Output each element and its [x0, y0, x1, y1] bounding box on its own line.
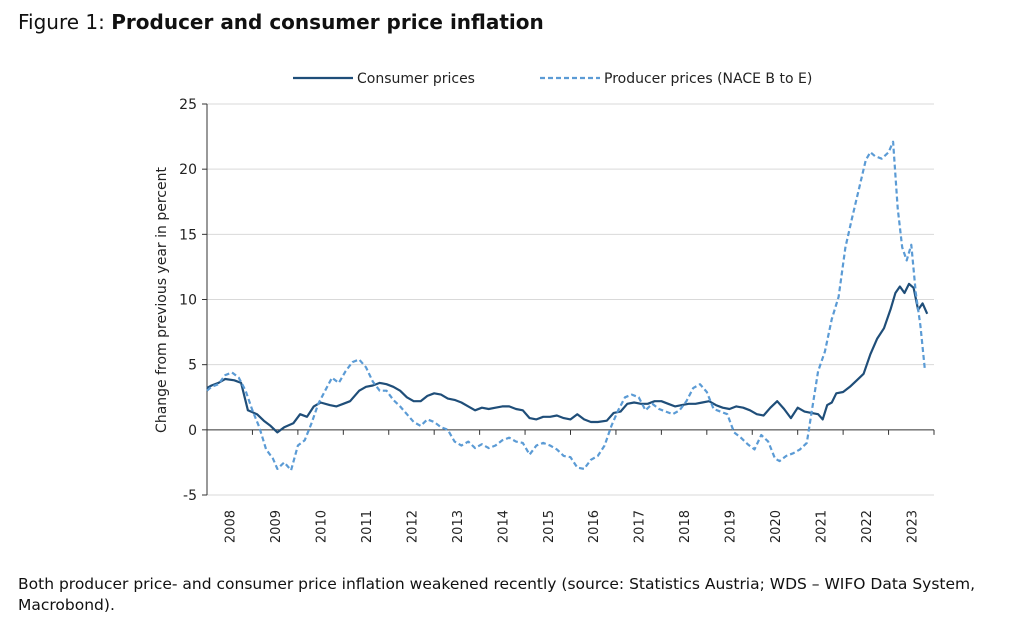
y-axis-ticks: -5 0 5 10 15 20 25 [179, 97, 207, 504]
series-lines [206, 140, 929, 472]
y-tick-label: 15 [179, 227, 197, 243]
legend-label-2: Producer prices (NACE B to E) [604, 71, 812, 87]
series-line-2 [206, 140, 926, 472]
x-axis-ticks: 2008 2009 2010 2011 2012 2013 2014 2015 2016 2017… [206, 429, 935, 543]
series-line-1 [206, 282, 929, 434]
x-tick-label: 2013 [451, 510, 466, 543]
x-tick-label: 2011 [360, 510, 375, 543]
x-tick-label: 2019 [724, 510, 739, 543]
y-tick-label: 20 [179, 162, 197, 178]
x-tick-label: 2018 [678, 510, 693, 543]
x-tick-label: 2022 [860, 510, 875, 543]
y-tick-label: -5 [183, 488, 197, 504]
figure-label: Figure 1: [18, 10, 105, 34]
x-tick-label: 2014 [496, 510, 511, 543]
x-tick-label: 2023 [905, 510, 920, 543]
gridlines [207, 103, 934, 496]
y-tick-label: 25 [179, 97, 197, 113]
x-tick-label: 2021 [814, 510, 829, 543]
figure-caption: Both producer price- and consumer price … [18, 575, 976, 614]
legend-label-1: Consumer prices [357, 71, 475, 87]
line-chart: -5 0 5 10 15 20 25 2008 2009 2010 2011 2012 2013 201… [154, 71, 935, 543]
x-tick-label: 2009 [269, 510, 284, 543]
x-tick-label: 2020 [769, 510, 784, 543]
x-tick-label: 2012 [405, 510, 420, 543]
y-axis-label: Change from previous year in percent [154, 167, 170, 433]
figure-title-text: Producer and consumer price inflation [111, 10, 544, 34]
x-tick-label: 2017 [633, 510, 648, 543]
x-tick-label: 2016 [587, 510, 602, 543]
y-tick-label: 5 [188, 358, 197, 374]
figure-title: Figure 1: Producer and consumer price in… [18, 10, 544, 34]
x-tick-label: 2008 [224, 510, 239, 543]
x-tick-label: 2010 [315, 510, 330, 543]
y-tick-label: 10 [179, 293, 197, 309]
x-tick-label: 2015 [542, 510, 557, 543]
y-tick-label: 0 [188, 423, 197, 439]
legend: Consumer prices Producer prices (NACE B t… [293, 71, 812, 87]
axes [206, 104, 934, 495]
